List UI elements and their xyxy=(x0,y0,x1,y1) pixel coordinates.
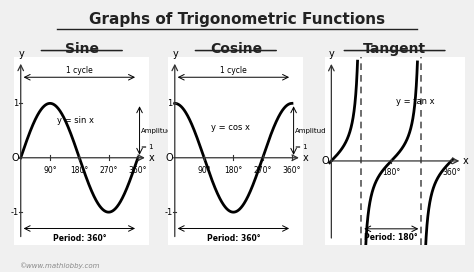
Text: -1: -1 xyxy=(10,208,18,217)
Text: O: O xyxy=(165,153,173,163)
Text: Amplitude: Amplitude xyxy=(295,128,331,134)
Title: Tangent: Tangent xyxy=(363,42,426,56)
Text: 1 cycle: 1 cycle xyxy=(220,66,247,75)
Text: 360°: 360° xyxy=(283,166,301,175)
Text: O: O xyxy=(321,156,329,166)
Text: 270°: 270° xyxy=(254,166,272,175)
Text: x: x xyxy=(148,153,154,163)
Text: Amplitude: Amplitude xyxy=(141,128,177,134)
Text: 90°: 90° xyxy=(43,166,57,175)
Text: 1: 1 xyxy=(167,99,173,108)
Title: Sine: Sine xyxy=(65,42,99,56)
Text: x: x xyxy=(463,156,469,166)
Text: y: y xyxy=(18,49,24,59)
Text: ©www.mathlobby.com: ©www.mathlobby.com xyxy=(19,262,100,269)
Text: -1: -1 xyxy=(164,208,173,217)
Text: 1 cycle: 1 cycle xyxy=(66,66,93,75)
Text: 1: 1 xyxy=(13,99,18,108)
Text: 180°: 180° xyxy=(70,166,89,175)
Text: Period: 360°: Period: 360° xyxy=(207,234,260,243)
Text: 180°: 180° xyxy=(382,168,401,177)
Text: = 1: = 1 xyxy=(141,144,154,150)
Text: Graphs of Trigonometric Functions: Graphs of Trigonometric Functions xyxy=(89,12,385,27)
Text: 270°: 270° xyxy=(100,166,118,175)
Text: Period: 360°: Period: 360° xyxy=(53,234,106,243)
Text: Period: 180°: Period: 180° xyxy=(365,233,418,242)
Text: y: y xyxy=(329,49,335,59)
Text: O: O xyxy=(11,153,18,163)
Text: x: x xyxy=(302,153,308,163)
Text: 360°: 360° xyxy=(128,166,147,175)
Text: y = sin x: y = sin x xyxy=(56,116,93,125)
Text: = 1: = 1 xyxy=(295,144,308,150)
Title: Cosine: Cosine xyxy=(210,42,262,56)
Text: y = tan x: y = tan x xyxy=(396,97,435,106)
Text: y: y xyxy=(173,49,178,59)
Text: 180°: 180° xyxy=(224,166,243,175)
Text: 360°: 360° xyxy=(442,168,460,177)
Text: y = cos x: y = cos x xyxy=(210,123,250,132)
Text: 90°: 90° xyxy=(197,166,211,175)
